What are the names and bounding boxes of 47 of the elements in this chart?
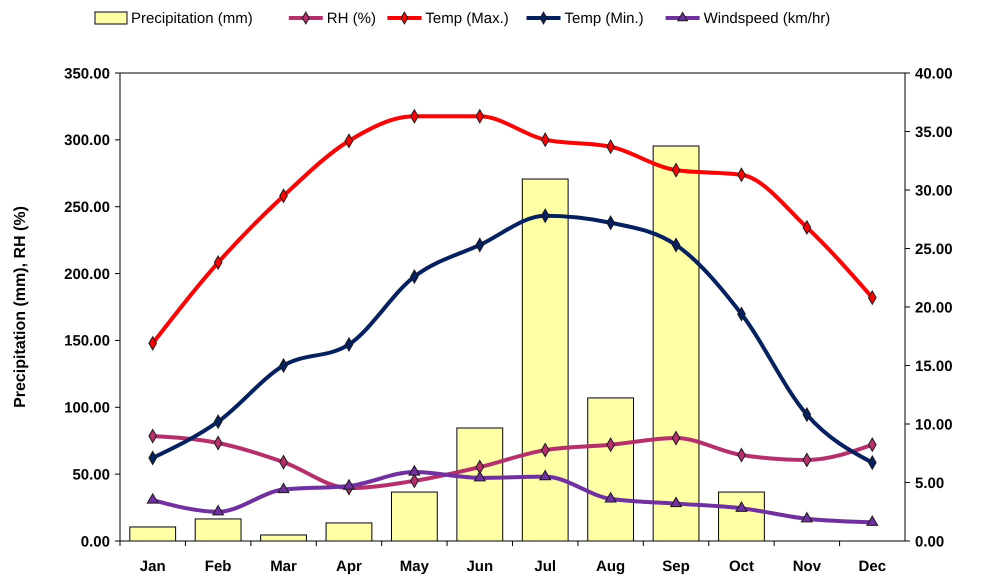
point xyxy=(343,479,355,490)
y2-tick-label: 10.00 xyxy=(915,416,953,434)
x-tick-label: Apr xyxy=(336,558,362,575)
y2-tick-label: 35.00 xyxy=(915,124,953,141)
y2-tick-label: 40.00 xyxy=(915,65,953,82)
legend-label: Windspeed (km/hr) xyxy=(704,10,830,27)
y-tick-label: 350.00 xyxy=(64,65,110,82)
x-tick-label: Jan xyxy=(140,558,166,575)
x-tick-label: Sep xyxy=(662,558,690,575)
point xyxy=(539,470,552,480)
point xyxy=(604,492,616,502)
x-tick-label: Jul xyxy=(534,558,556,575)
y-tick-label: 200.00 xyxy=(64,266,110,283)
x-tick-label: May xyxy=(400,558,430,575)
y2-tick-label: 0.00 xyxy=(915,533,944,550)
legend-label: Precipitation (mm) xyxy=(131,10,253,27)
x-tick-label: Nov xyxy=(792,558,822,575)
y2-tick-label: 15.00 xyxy=(915,358,953,375)
y-axis-title: Precipitation (mm), RH (%) xyxy=(12,206,29,408)
y2-tick-label: 20.00 xyxy=(915,299,953,316)
y-tick-label: 100.00 xyxy=(64,400,110,417)
point xyxy=(801,512,813,522)
legend-label: Temp (Min.) xyxy=(564,10,644,27)
legend-label: RH (%) xyxy=(326,10,376,27)
point xyxy=(408,465,420,476)
y-tick-label: 300.00 xyxy=(64,132,110,150)
y2-tick-label: 5.00 xyxy=(915,474,944,492)
y2-tick-label: 25.00 xyxy=(915,240,953,258)
y-tick-label: 250.00 xyxy=(64,198,110,216)
x-tick-label: Mar xyxy=(270,558,298,575)
y-tick-label: 50.00 xyxy=(72,466,110,484)
x-tick-label: Jun xyxy=(466,558,494,575)
point xyxy=(278,482,290,494)
point xyxy=(866,516,878,526)
point xyxy=(670,496,682,508)
x-tick-label: Aug xyxy=(596,558,626,575)
y-tick-label: 0.00 xyxy=(80,533,110,550)
point xyxy=(474,471,486,482)
legend-label: Temp (Max.) xyxy=(425,10,509,27)
point xyxy=(146,493,159,504)
x-tick-label: Oct xyxy=(728,558,754,575)
x-tick-label: Dec xyxy=(858,558,886,575)
y2-tick-label: 30.00 xyxy=(915,182,953,200)
x-tick-label: Feb xyxy=(204,558,232,575)
point xyxy=(212,505,224,516)
point xyxy=(736,502,748,512)
y-tick-label: 150.00 xyxy=(64,332,110,350)
